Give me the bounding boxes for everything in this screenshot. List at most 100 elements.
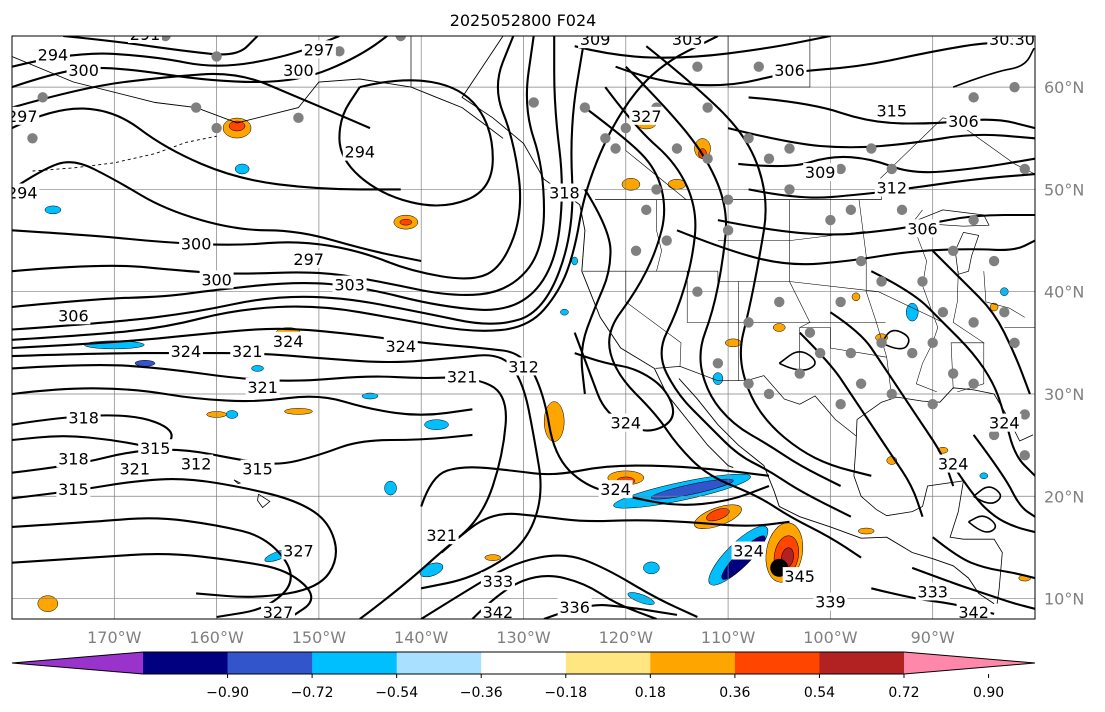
station-dot — [630, 245, 642, 256]
contour-label: 312 — [181, 455, 212, 474]
contour-label: 324 — [171, 342, 202, 361]
coastline-mexico — [678, 378, 995, 605]
station-dot — [722, 194, 734, 205]
contour-line — [645, 45, 872, 477]
colorbar-tick-label: −0.90 — [206, 685, 249, 701]
station-dot — [1009, 81, 1020, 93]
station-dot — [641, 204, 652, 216]
colorbar-tick-label: 0.90 — [973, 685, 1004, 701]
orange-patch — [857, 527, 875, 535]
contour-line — [676, 229, 1035, 266]
contour-line — [12, 363, 507, 554]
lat-tick-label: 30°N — [1044, 385, 1084, 404]
blue-patch — [905, 302, 919, 322]
contour-label-bg — [168, 342, 203, 361]
contour-line — [12, 161, 422, 263]
contour-label: 306 — [58, 306, 89, 325]
blue-patch — [643, 561, 660, 575]
contour-line — [573, 332, 675, 432]
lon-tick-label: 160°W — [189, 628, 244, 647]
blue-patch — [571, 256, 578, 266]
contour-label: 324 — [600, 480, 631, 499]
lat-tick-label: 40°N — [1044, 283, 1084, 302]
contour-label: 303 — [672, 30, 703, 49]
contour-label-bg — [179, 454, 214, 473]
border-bc-alberta — [625, 87, 687, 200]
contour-line — [604, 86, 852, 518]
contour-label-bg — [127, 36, 162, 43]
station-dot — [794, 368, 805, 379]
blue-patch — [361, 392, 379, 400]
blue-band-core — [650, 478, 734, 500]
lon-tick-label: 150°W — [292, 628, 347, 647]
contour-label: 300 — [1015, 30, 1046, 49]
station-dot — [763, 153, 775, 164]
latitude-labels: 60°N 50°N 40°N 30°N 20°N 10°N — [1044, 78, 1084, 608]
colorbar-tick-label: 0.54 — [804, 685, 835, 701]
contour-line — [798, 331, 924, 518]
station-dot — [671, 143, 683, 154]
contour-label-bg — [480, 572, 515, 591]
state-border — [625, 271, 682, 367]
contour-line — [580, 188, 612, 395]
orange-patch — [484, 554, 502, 561]
contour-label-bg — [946, 111, 981, 130]
contour-line — [12, 72, 371, 130]
contour-line — [12, 478, 337, 598]
contour-label-bg — [578, 36, 613, 49]
station-dot — [845, 204, 857, 216]
contour-label: 303 — [334, 276, 365, 295]
blue-patch — [384, 480, 397, 496]
station-dot — [600, 133, 611, 144]
hawaii-oahu — [233, 479, 242, 484]
state-border — [799, 327, 887, 358]
contour-label: 324 — [273, 332, 304, 351]
contour-label-bg — [383, 336, 418, 355]
contour-label: 297 — [7, 107, 38, 126]
contour-label-bg — [117, 459, 152, 478]
station-dot — [692, 61, 703, 72]
station-dot — [886, 163, 897, 175]
contour-label: 297 — [293, 250, 324, 269]
contour-line — [12, 36, 522, 280]
contour-label-bg — [179, 234, 214, 253]
colorbar-tick-label: −0.72 — [291, 685, 334, 701]
contour-label: 324 — [938, 455, 969, 474]
station-dot — [835, 163, 846, 175]
station-dot — [784, 143, 795, 154]
state-border — [858, 199, 893, 399]
colorbar-extend-high — [904, 652, 1035, 674]
station-dot — [160, 36, 171, 42]
station-dot — [27, 133, 38, 144]
contour-label-bg — [782, 567, 817, 586]
contour-label-bg — [874, 101, 909, 120]
contour-label: 324 — [385, 337, 416, 356]
contour-line — [12, 327, 770, 506]
contour-label-bg — [1012, 36, 1035, 49]
station-dot — [835, 399, 846, 410]
contour-label: 321 — [247, 378, 278, 397]
colorbar-tick-label: 0.18 — [635, 685, 666, 701]
station-dot — [702, 153, 713, 164]
contour-label: 303 — [989, 30, 1020, 49]
station-dot — [907, 347, 918, 359]
contour-label: 333 — [483, 572, 514, 591]
station-dot — [211, 51, 222, 62]
lat-tick-label: 10°N — [1044, 590, 1084, 609]
contour-label-bg — [240, 459, 275, 478]
coastline-mexico-east — [853, 419, 1003, 604]
contour-label: 345 — [784, 567, 815, 586]
station-dot — [334, 46, 345, 57]
lon-tick-label: 140°W — [394, 628, 449, 647]
colorbar: −0.90 −0.72 −0.54 −0.36 −0.18 0.18 0.36 0.54 0.7… — [11, 651, 1036, 701]
contour-label: 300 — [68, 61, 99, 80]
contour-line — [12, 387, 473, 416]
contour-label-bg — [874, 178, 909, 197]
contour-label: 318 — [58, 449, 89, 468]
contour-label-bg — [271, 331, 306, 350]
contour-label: 306 — [948, 112, 979, 131]
contour-line — [952, 465, 1035, 534]
lon-tick-label: 100°W — [803, 628, 858, 647]
contour-label: 321 — [447, 368, 478, 387]
